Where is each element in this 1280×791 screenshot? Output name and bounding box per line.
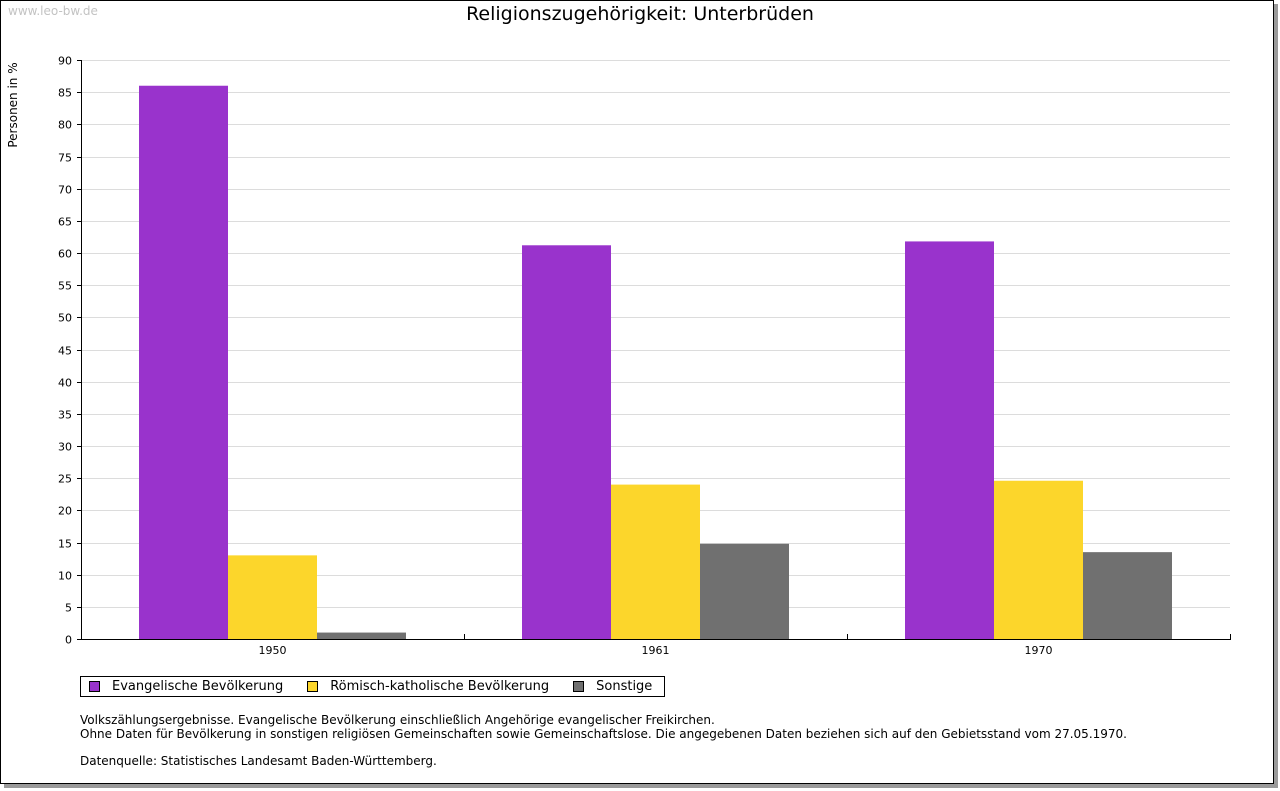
y-tick-label: 35	[58, 409, 72, 422]
y-tick-label: 20	[58, 505, 72, 518]
chart-title: Religionszugehörigkeit: Unterbrüden	[466, 3, 814, 25]
bar-1961-2	[611, 484, 700, 639]
bar-1970-3	[1083, 552, 1172, 639]
bar-chart: 0 5 10 15 20 25 30 35 40 45 50 55 60 65 70 75 80 85 90 1950…	[58, 55, 1231, 657]
footnote-line-2: Ohne Daten für Bevölkerung in sonstigen …	[80, 727, 1127, 741]
y-tick-label: 30	[58, 441, 72, 454]
y-tick-label: 55	[58, 280, 72, 293]
footnote-line-1: Volkszählungsergebnisse. Evangelische Be…	[80, 713, 715, 727]
y-tick-label: 0	[65, 634, 72, 647]
y-tick-label: 40	[58, 377, 72, 390]
legend-item-evangelisch: Evangelische Bevölkerung	[89, 679, 283, 694]
bar-1961-3	[700, 543, 789, 639]
footnotes: Volkszählungsergebnisse. Evangelische Be…	[80, 713, 1127, 768]
y-tick-label: 25	[58, 473, 72, 486]
y-tick-label: 65	[58, 216, 72, 229]
y-tick-label: 45	[58, 345, 72, 358]
bar-1970-1	[905, 241, 994, 640]
legend-swatch-evangelisch	[89, 681, 100, 692]
bar-1961-1	[522, 245, 611, 639]
data-source: Datenquelle: Statistisches Landesamt Bad…	[80, 754, 437, 768]
y-tick-label: 15	[58, 538, 72, 551]
bar-1950-2	[228, 555, 317, 639]
x-tick-label: 1961	[642, 644, 670, 657]
y-tick-label: 60	[58, 248, 72, 261]
x-tick-label: 1950	[259, 644, 287, 657]
y-tick-label: 80	[58, 119, 72, 132]
y-tick-label: 85	[58, 87, 72, 100]
y-tick-label: 75	[58, 152, 72, 165]
legend: Evangelische Bevölkerung Römisch-katholi…	[80, 676, 666, 697]
legend-label-evangelisch: Evangelische Bevölkerung	[112, 679, 284, 694]
y-tick-label: 10	[58, 570, 72, 583]
x-tick-label: 1970	[1025, 644, 1053, 657]
y-tick-label: 90	[58, 55, 72, 68]
legend-swatch-katholisch	[307, 681, 319, 692]
legend-label-katholisch: Römisch-katholische Bevölkerung	[330, 679, 550, 694]
legend-label-sonstige: Sonstige	[596, 679, 653, 694]
legend-item-sonstige: Sonstige	[573, 679, 652, 694]
bar-1970-2	[994, 480, 1083, 639]
watermark: www.leo-bw.de	[8, 4, 98, 18]
y-tick-label: 5	[65, 602, 72, 615]
bar-1950-3	[317, 632, 406, 639]
y-tick-label: 50	[58, 312, 72, 325]
bar-1950-1	[139, 85, 228, 639]
legend-item-katholisch: Römisch-katholische Bevölkerung	[307, 679, 549, 694]
legend-swatch-sonstige	[573, 681, 585, 692]
y-tick-label: 70	[58, 184, 72, 197]
